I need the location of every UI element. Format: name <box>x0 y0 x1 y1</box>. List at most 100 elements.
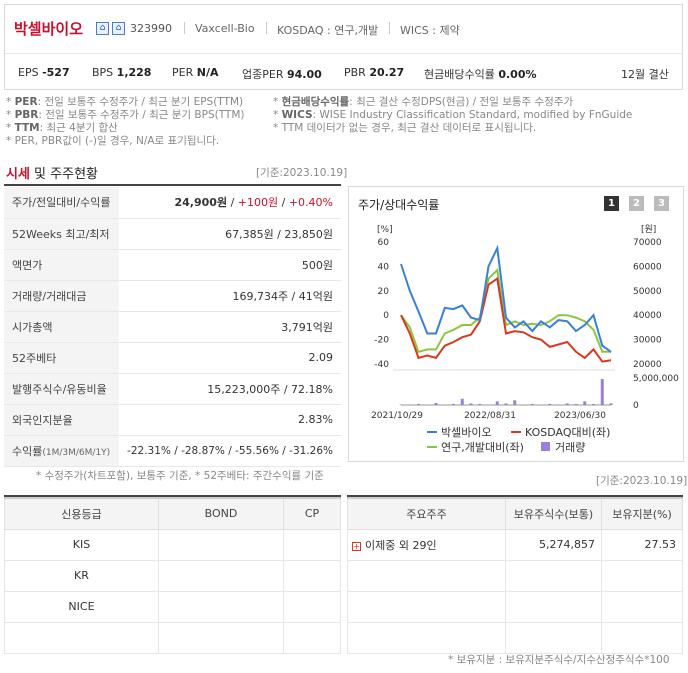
row-label: 시가총액 <box>4 311 120 343</box>
basis-date: [기준:2023.10.19] <box>256 167 348 179</box>
quote-table: 주가/전일대비/수익률 24,900원 / +100원 / +0.40% 52We… <box>4 187 341 467</box>
row-value: 2.09 <box>119 342 341 374</box>
x-tick-label: 2021/10/29 <box>371 411 423 421</box>
cp-rating <box>283 559 341 592</box>
table-row: 수익률(1M/3M/6M/1Y) -22.31% / -28.87% / -55.… <box>4 435 341 467</box>
metric-per: PER N/A <box>172 66 219 79</box>
divider <box>184 22 185 34</box>
row-value: 67,385원 / 23,850원 <box>119 218 341 250</box>
series-line <box>400 276 612 363</box>
chart-page-1-button[interactable]: 1 <box>604 196 619 211</box>
volume-bar <box>504 403 508 405</box>
column-header: BOND <box>157 497 285 530</box>
volume-bar <box>487 404 490 405</box>
row-value: 2.83% <box>119 404 341 436</box>
left-tick-label: -40 <box>374 360 389 370</box>
metric-dividend-yield: 현금배당수익률 0.00% <box>424 68 537 81</box>
column-header: 보유주식수(보통) <box>505 497 602 530</box>
legend-swatch <box>541 442 550 451</box>
divider <box>389 22 390 34</box>
volume-bar <box>522 404 525 405</box>
divider <box>4 184 341 186</box>
chart-page-2-button[interactable]: 2 <box>629 196 644 211</box>
holders-note: * 보유지분 : 보유지분주식수/지수산정주식수*100 <box>448 654 670 666</box>
volume-bar <box>460 398 464 405</box>
legend-label: KOSDAQ대비(좌) <box>525 426 610 439</box>
divider <box>5 53 682 54</box>
row-value: 169,734주 / 41억원 <box>119 280 341 312</box>
volume-bar <box>557 404 560 405</box>
divider <box>4 495 341 497</box>
series-line <box>400 244 612 353</box>
holder-name[interactable]: + 이제중 외 29인 <box>347 528 506 561</box>
left-axis-unit: [%] <box>377 225 393 235</box>
table-row: KR <box>4 559 341 592</box>
holders-table: 주요주주 보유주식수(보통) 보유지분(%) + 이제중 외 29인 5,274,857… <box>347 497 683 654</box>
footnote-ttm-missing: * TTM 데이터가 없는 경우, 최근 결산 데이터로 표시됩니다. <box>273 122 537 134</box>
right-tick-label: 70000 <box>633 238 662 248</box>
column-header: CP <box>283 497 341 530</box>
english-name: Vaxcell-Bio <box>195 22 255 35</box>
volume-bar <box>530 403 534 405</box>
volume-bar <box>539 404 543 405</box>
volume-bar <box>495 401 499 405</box>
cp-rating <box>283 590 341 623</box>
table-row <box>347 590 683 623</box>
settlement-month: 12월 결산 <box>621 68 669 81</box>
volume-tick-label: 5,000,000 <box>633 374 679 384</box>
expand-plus-icon[interactable]: + <box>352 541 361 551</box>
volume-bar <box>443 404 447 405</box>
right-tick-label: 30000 <box>633 336 662 346</box>
table-row: 발행주식수/유동비율 15,223,000주 / 72.18% <box>4 373 341 405</box>
home-icon[interactable]: ⌂ <box>96 22 109 35</box>
metric-industry-per: 업종PER 94.00 <box>242 68 322 81</box>
left-tick-label: 0 <box>383 311 389 321</box>
row-label: 주가/전일대비/수익률 <box>4 187 120 219</box>
footnote-negative: * PER, PBR값이 (-)일 경우, N/A로 표기됩니다. <box>6 135 220 147</box>
table-row: KIS <box>4 528 341 561</box>
table-row: 52주베타 2.09 <box>4 342 341 374</box>
volume-bar <box>583 401 587 405</box>
volume-bar <box>469 403 473 405</box>
volume-bar <box>434 402 438 405</box>
right-tick-label: 40000 <box>633 311 662 321</box>
volume-bar <box>548 403 552 405</box>
wics-sector: WICS : 제약 <box>400 24 460 37</box>
table-header: 주요주주 보유주식수(보통) 보유지분(%) <box>347 497 683 530</box>
left-tick-label: -20 <box>374 336 389 346</box>
row-label: 거래량/거래대금 <box>4 280 120 312</box>
volume-tick-label: 0 <box>633 401 639 411</box>
company-header <box>4 4 683 90</box>
returns-value: -22.31% / -28.87% / -55.56% / -31.26% <box>119 435 341 467</box>
table-row: 52Weeks 최고/최저 67,385원 / 23,850원 <box>4 218 341 250</box>
x-tick-label: 2023/06/30 <box>554 411 606 421</box>
table-row: 시가총액 3,791억원 <box>4 311 341 343</box>
right-tick-label: 50000 <box>633 287 662 297</box>
volume-bar <box>565 403 569 405</box>
row-value: 15,223,000주 / 72.18% <box>119 373 341 405</box>
volume-bar <box>408 404 412 405</box>
bond-rating <box>157 590 285 623</box>
footnote-wics: * WICS: WISE Industry Classification Sta… <box>273 109 633 121</box>
volume-bar <box>425 404 429 405</box>
series-line <box>400 268 611 354</box>
x-tick-label: 2022/08/31 <box>464 411 516 421</box>
left-tick-label: 40 <box>378 262 390 272</box>
building-icon[interactable]: ⌂ <box>112 22 125 35</box>
right-tick-label: 60000 <box>633 262 662 272</box>
footnote-ttm: * TTM: 최근 4분기 합산 <box>6 122 118 134</box>
footnote-pbr: * PBR: 전일 보통주 수정주가 / 최근 분기 BPS(TTM) <box>6 109 245 121</box>
divider <box>266 22 267 34</box>
chart-page-3-button[interactable]: 3 <box>654 196 669 211</box>
cp-rating <box>283 528 341 561</box>
volume-bar <box>417 403 420 405</box>
stock-code: 323990 <box>130 22 172 35</box>
volume-bar <box>592 403 595 405</box>
holder-shares: 5,274,857 <box>505 528 602 561</box>
metric-bps: BPS 1,228 <box>92 66 152 79</box>
table-row[interactable]: + 이제중 외 29인 5,274,857 27.53 <box>347 528 683 561</box>
market-sector: KOSDAQ : 연구,개발 <box>277 24 379 37</box>
row-label: 외국인지분율 <box>4 404 120 436</box>
table-row <box>347 559 683 592</box>
row-value: 500원 <box>119 249 341 281</box>
